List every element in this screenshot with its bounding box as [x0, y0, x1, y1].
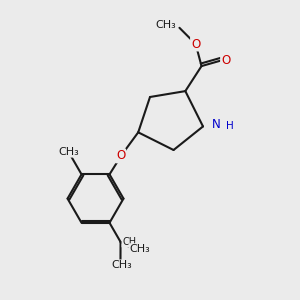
- Text: CH₃: CH₃: [156, 20, 176, 30]
- Text: H: H: [226, 121, 233, 131]
- Text: N: N: [212, 118, 220, 131]
- Text: O: O: [116, 149, 125, 162]
- Text: O: O: [191, 38, 200, 50]
- Text: CH₃: CH₃: [129, 244, 150, 254]
- Text: CH₃: CH₃: [112, 260, 132, 270]
- Text: CH₃: CH₃: [59, 147, 80, 157]
- Text: O: O: [221, 54, 230, 67]
- Text: CH: CH: [122, 237, 136, 247]
